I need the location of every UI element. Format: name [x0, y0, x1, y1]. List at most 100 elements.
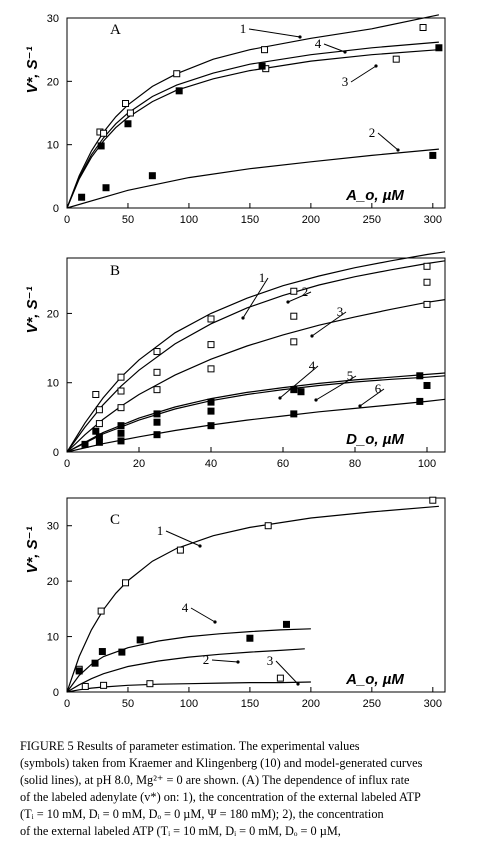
- caption-line: (symbols) taken from Kraemer and Klingen…: [20, 756, 423, 770]
- y-tick-label: 20: [47, 308, 59, 320]
- data-point-filled: [153, 410, 161, 418]
- y-tick-label: 30: [47, 521, 59, 533]
- panel-A: 0 50 100 150 200 250 300 0 10 20 30 A V*, S⁻¹ A_o, µM…: [24, 13, 446, 226]
- series-label-1: 1: [240, 21, 247, 36]
- data-point-open: [153, 368, 161, 376]
- data-point-open: [117, 373, 125, 381]
- series-line-1: [66, 505, 439, 693]
- y-tick-label: 0: [53, 447, 59, 459]
- data-point-filled: [117, 437, 125, 445]
- series-label-arrowhead: [358, 404, 362, 408]
- series-label-5: 5: [347, 368, 354, 383]
- series-line-4: [66, 41, 439, 209]
- x-axis-title: D_o, µM: [346, 431, 404, 448]
- data-point-filled: [148, 172, 156, 180]
- y-axis-title: V*, S⁻¹: [24, 46, 41, 93]
- data-point-filled: [102, 184, 110, 192]
- series-label-arrowhead: [198, 544, 202, 548]
- data-point-filled: [91, 659, 99, 667]
- y-tick-label: 10: [47, 378, 59, 390]
- series-line-6: [66, 398, 446, 453]
- data-point-filled: [258, 62, 266, 70]
- data-point-filled: [95, 438, 103, 446]
- data-point-open: [207, 365, 215, 373]
- x-tick-label: 0: [64, 458, 70, 470]
- x-tick-label: 250: [363, 214, 381, 226]
- x-tick-label: 100: [418, 458, 436, 470]
- series-label-arrowhead: [343, 50, 347, 54]
- series-label-arrowhead: [310, 334, 314, 338]
- data-point-open: [392, 55, 400, 63]
- series-label-pointer: [211, 659, 239, 663]
- panel-letter: B: [110, 263, 120, 279]
- caption-line: of the external labeled ATP (Tᵢ = 10 mM,…: [20, 824, 341, 838]
- y-axis-title: V*, S⁻¹: [24, 286, 41, 333]
- data-point-open: [153, 386, 161, 394]
- data-point-filled: [92, 427, 100, 435]
- data-point-filled: [118, 648, 126, 656]
- series-line-1: [66, 14, 440, 209]
- data-point-filled: [117, 429, 125, 437]
- series-line-2: [66, 148, 439, 209]
- data-point-filled: [282, 620, 290, 628]
- panel-B: 0 20 40 60 80 100 0 10 20 B V*, S⁻¹ D_o, µM 1 2 3 4 5 6: [24, 251, 446, 470]
- series-label-arrowhead: [236, 660, 240, 664]
- data-point-filled: [297, 388, 305, 396]
- data-point-open: [95, 406, 103, 414]
- series-label-pointer: [377, 132, 399, 151]
- plot-frame: [66, 257, 446, 453]
- x-tick-label: 200: [302, 698, 320, 710]
- series-line-2: [66, 648, 305, 693]
- data-point-open: [81, 682, 89, 690]
- y-tick-label: 10: [47, 632, 59, 644]
- y-tick-label: 30: [47, 13, 59, 25]
- series-label-arrowhead: [374, 64, 378, 68]
- series-label-pointer: [311, 311, 347, 337]
- series-label-4: 4: [182, 600, 189, 615]
- x-tick-label: 0: [64, 214, 70, 226]
- x-tick-label: 300: [424, 698, 442, 710]
- series-label-pointer: [165, 530, 201, 547]
- series-label-pointer: [242, 277, 269, 319]
- series-label-pointer: [279, 365, 319, 399]
- data-point-filled: [207, 422, 215, 430]
- series-label-pointer: [323, 43, 346, 53]
- series-label-arrowhead: [298, 35, 302, 39]
- series-label-4: 4: [315, 36, 322, 51]
- series-label-pointer: [275, 660, 299, 685]
- data-point-filled: [97, 142, 105, 150]
- series-label-1: 1: [259, 270, 266, 285]
- series-label-pointer: [287, 291, 312, 303]
- data-point-filled: [207, 398, 215, 406]
- panel-letter: C: [110, 512, 120, 528]
- x-tick-label: 100: [180, 698, 198, 710]
- series-line-3: [66, 299, 446, 453]
- data-point-filled: [78, 193, 86, 201]
- figure-caption: FIGURE 5 Results of parameter estimation…: [20, 738, 482, 840]
- data-point-filled: [246, 634, 254, 642]
- data-point-filled: [153, 431, 161, 439]
- x-tick-label: 60: [277, 458, 289, 470]
- data-point-open: [207, 315, 215, 323]
- data-point-open: [423, 300, 431, 308]
- data-point-open: [100, 681, 108, 689]
- caption-line: (Tᵢ = 10 mM, Dᵢ = 0 mM, Dₒ = 0 µM, Ψ = 1…: [20, 807, 384, 821]
- data-point-filled: [153, 418, 161, 426]
- data-point-open: [146, 680, 154, 688]
- series-label-3: 3: [342, 74, 349, 89]
- data-point-open: [276, 674, 284, 682]
- series-label-arrowhead: [278, 396, 282, 400]
- data-point-filled: [81, 440, 89, 448]
- x-tick-label: 150: [241, 698, 259, 710]
- series-label-arrowhead: [241, 316, 245, 320]
- panel-C: 0 50 100 150 200 250 300 0 10 20 30 C V*, S⁻¹ A_o, µM…: [24, 496, 446, 710]
- data-point-filled: [124, 120, 132, 128]
- series-label-arrowhead: [396, 148, 400, 152]
- series-label-arrowhead: [314, 398, 318, 402]
- data-point-filled: [290, 386, 298, 394]
- caption-line: of the labeled adenylate (v*) on: 1), th…: [20, 790, 421, 804]
- series-label-arrowhead: [296, 682, 300, 686]
- data-point-open: [126, 109, 134, 117]
- x-tick-label: 50: [122, 698, 134, 710]
